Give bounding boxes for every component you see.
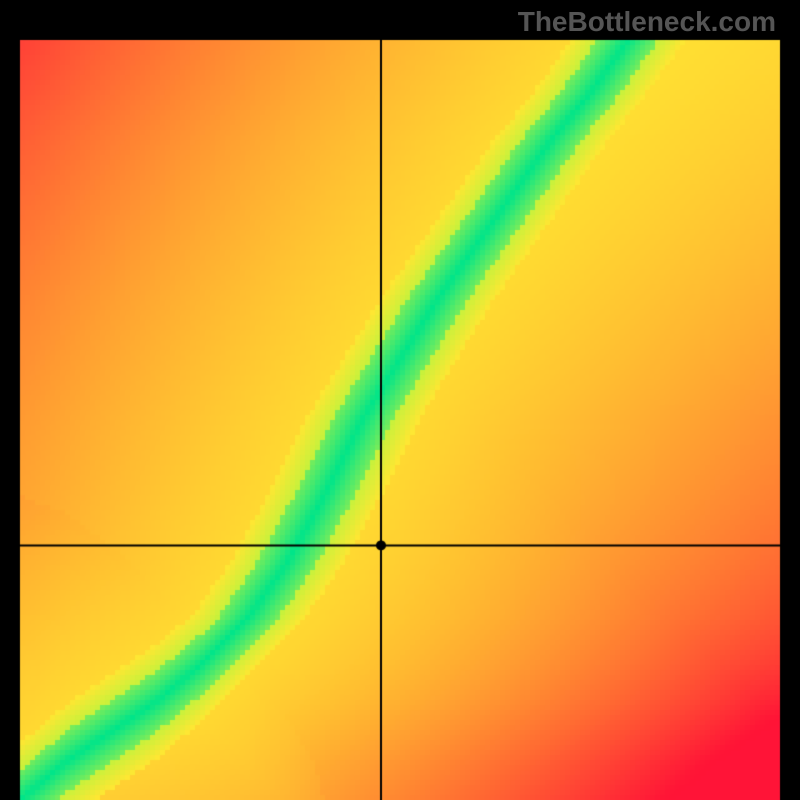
bottleneck-heatmap	[0, 0, 800, 800]
watermark-text: TheBottleneck.com	[518, 6, 776, 38]
